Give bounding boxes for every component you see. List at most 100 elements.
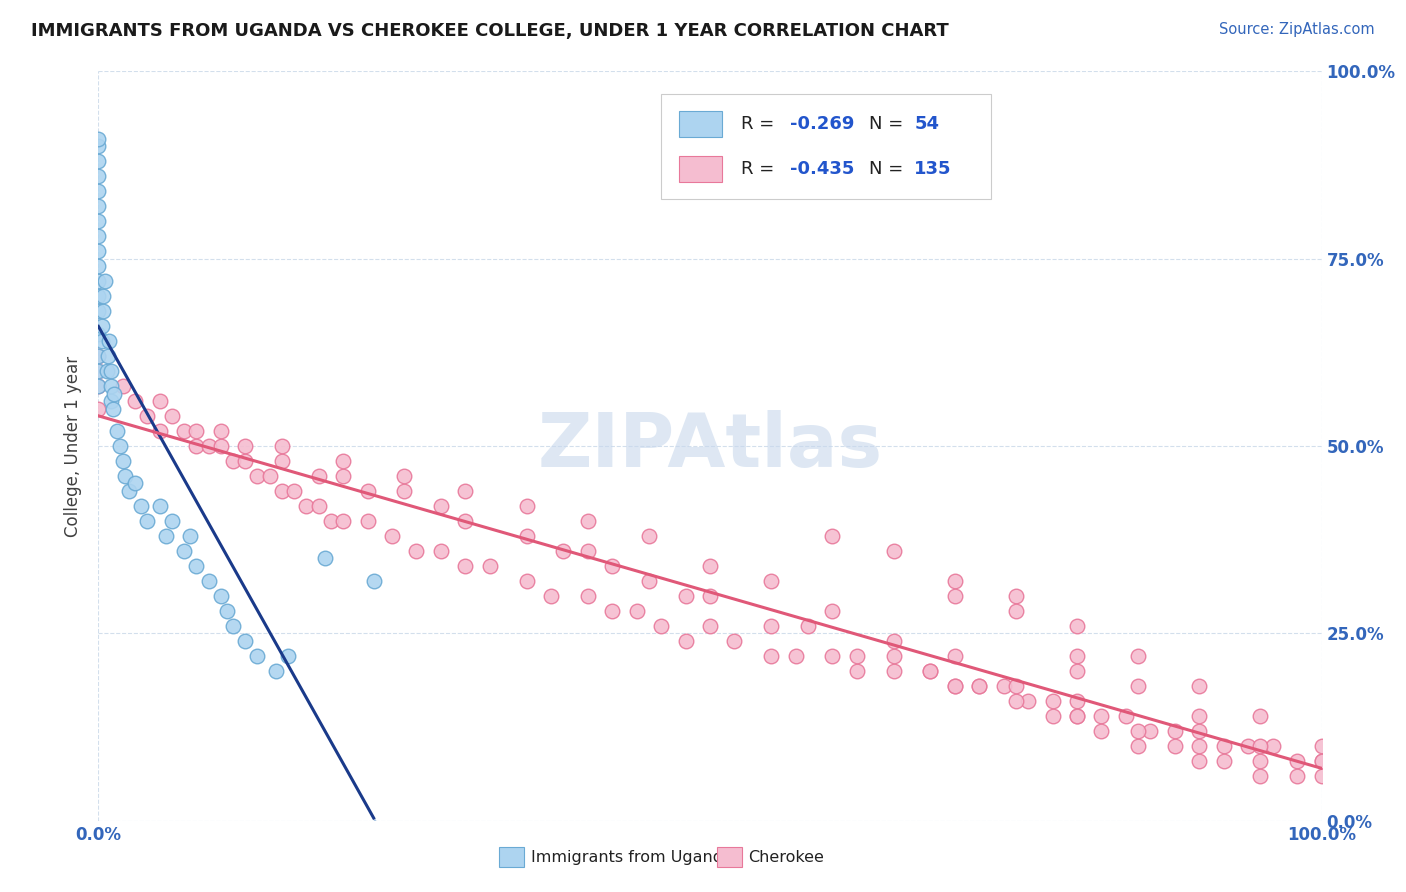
Point [118,483,141,498]
Point [1066,708,1088,723]
Point [675,633,697,648]
Point [1017,694,1039,708]
Text: R =: R = [741,115,779,133]
Point [100,379,122,393]
Point [576,544,599,558]
Text: Cherokee: Cherokee [748,850,824,864]
Point [98,334,121,348]
Point [920,664,942,678]
Point [920,664,942,678]
Point [149,424,172,438]
Point [314,551,336,566]
Point [96,364,118,378]
Point [186,558,208,573]
Point [87,139,110,153]
Text: 135: 135 [914,160,952,178]
Point [363,574,385,588]
Point [1261,739,1284,753]
Point [103,386,125,401]
Point [332,514,354,528]
Point [650,619,672,633]
Point [246,469,269,483]
Point [1188,708,1211,723]
Point [540,589,562,603]
Point [160,514,183,528]
Point [1128,739,1150,753]
Text: 54: 54 [914,115,939,133]
Point [149,394,172,409]
Text: Immigrants from Uganda: Immigrants from Uganda [531,850,734,864]
Point [110,439,132,453]
Point [97,349,120,363]
Point [761,648,783,663]
Point [845,664,868,678]
Point [821,604,844,618]
Point [1188,754,1211,768]
Point [233,439,256,453]
Point [1066,664,1088,678]
Text: N =: N = [869,160,910,178]
Point [1128,679,1150,693]
Bar [661,94,991,199]
Point [173,424,195,438]
Point [87,214,110,228]
Point [1128,723,1150,738]
Point [943,648,966,663]
Point [105,424,128,438]
Point [637,529,661,543]
Point [993,679,1015,693]
Text: N =: N = [869,115,910,133]
Text: ZIPAtlas: ZIPAtlas [537,409,883,483]
Point [129,499,152,513]
Text: R =: R = [741,160,779,178]
Point [197,574,219,588]
Point [1164,723,1187,738]
Point [699,558,721,573]
Point [576,589,599,603]
Point [821,529,844,543]
Point [215,604,238,618]
Point [209,439,232,453]
Point [797,619,820,633]
Point [87,259,110,273]
Point [943,589,966,603]
Point [1286,769,1309,783]
Point [111,454,134,468]
Point [405,544,427,558]
Point [356,483,378,498]
Point [1249,708,1271,723]
Point [1090,723,1112,738]
Point [1066,708,1088,723]
Point [87,169,110,184]
Bar [679,155,723,182]
Point [1237,739,1260,753]
Point [392,483,416,498]
Point [332,469,354,483]
Point [114,469,136,483]
Point [124,394,146,409]
Y-axis label: College, Under 1 year: College, Under 1 year [65,355,83,537]
Point [1066,648,1088,663]
Point [222,619,245,633]
Point [308,469,330,483]
Point [1004,589,1026,603]
Point [111,379,134,393]
Point [264,664,287,678]
Point [332,454,354,468]
Point [270,483,294,498]
Point [637,574,661,588]
Point [222,454,245,468]
Point [515,574,537,588]
Point [1286,754,1309,768]
Point [1139,723,1161,738]
Point [1115,708,1137,723]
Point [943,679,966,693]
Point [87,379,110,393]
Text: IMMIGRANTS FROM UGANDA VS CHEROKEE COLLEGE, UNDER 1 YEAR CORRELATION CHART: IMMIGRANTS FROM UGANDA VS CHEROKEE COLLE… [31,22,949,40]
Point [91,334,114,348]
Point [1164,739,1187,753]
Point [179,529,201,543]
Point [430,544,453,558]
Point [943,574,966,588]
Point [1090,708,1112,723]
